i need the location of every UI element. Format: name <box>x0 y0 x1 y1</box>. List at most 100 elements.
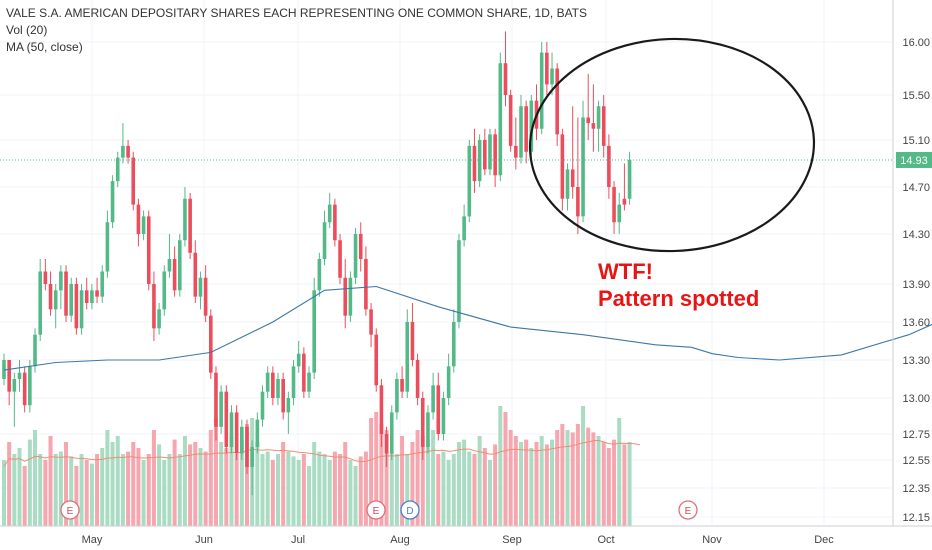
volume-bar <box>379 424 384 526</box>
volume-bar <box>203 451 208 526</box>
candle <box>441 391 446 441</box>
volume-bar <box>53 454 58 526</box>
event-marker: E <box>678 500 698 520</box>
candle <box>193 240 198 303</box>
price-tick-label: 12.55 <box>902 455 930 467</box>
candle <box>364 246 368 316</box>
candle <box>172 246 177 297</box>
event-marker: E <box>60 500 80 520</box>
volume-bar <box>79 454 84 526</box>
candle <box>17 360 22 392</box>
volume-bar <box>198 448 203 526</box>
volume-bar <box>234 454 239 526</box>
volume-bar <box>555 430 560 526</box>
price-tick-label: 13.90 <box>902 279 930 291</box>
volume-bar <box>182 436 187 526</box>
volume-bar <box>622 444 627 526</box>
candle <box>307 366 311 398</box>
candle <box>436 372 441 441</box>
volume-bar <box>425 439 430 526</box>
candle <box>43 259 48 291</box>
candle <box>627 151 632 205</box>
volume-bar <box>115 436 120 526</box>
volume-bar <box>281 442 286 526</box>
volume-bar <box>172 439 177 526</box>
candle <box>358 222 363 272</box>
candle <box>493 128 497 187</box>
event-marker-label: E <box>685 506 692 517</box>
candle <box>576 117 580 234</box>
candle <box>110 175 115 229</box>
candle <box>529 95 534 158</box>
candle <box>276 372 280 406</box>
candle <box>405 309 410 398</box>
volume-bar <box>482 448 487 526</box>
volume-bar <box>286 451 291 526</box>
volume-bar <box>451 454 456 526</box>
volume-bar <box>2 460 6 526</box>
candle <box>214 366 218 441</box>
event-marker: D <box>400 500 420 520</box>
annotation-text: WTF! Pattern spotted <box>598 258 759 312</box>
event-marker-label: E <box>67 506 74 517</box>
volume-bar <box>229 436 234 526</box>
candle <box>348 271 353 322</box>
volume-bar <box>244 424 249 526</box>
candle <box>188 192 192 259</box>
candle <box>2 353 6 386</box>
candlesticks <box>2 31 632 496</box>
candle <box>601 95 606 158</box>
last-price-badge: 14.93 <box>896 151 932 168</box>
candle <box>617 192 622 234</box>
candle <box>105 210 110 278</box>
candle <box>121 123 125 164</box>
volume-bar <box>110 442 115 526</box>
candle <box>240 419 244 460</box>
candle <box>446 353 451 406</box>
volume-bar <box>317 451 322 526</box>
price-axis[interactable]: 16.00 15.50 15.10 14.70 14.30 13.90 13.60 13.30… <box>902 37 930 524</box>
ma-indicator-label[interactable]: MA (50, close) <box>6 40 83 54</box>
volume-bar <box>446 460 451 526</box>
volume-bar <box>560 424 565 526</box>
candle <box>581 100 585 223</box>
volume-bar <box>436 454 441 526</box>
candle <box>90 284 94 310</box>
symbol-title[interactable]: VALE S.A. AMERICAN DEPOSITARY SHARES EAC… <box>6 6 588 20</box>
volume-bar <box>69 456 74 526</box>
price-tick-label: 12.35 <box>902 483 930 495</box>
volume-bar <box>33 430 38 526</box>
candle <box>53 284 58 329</box>
volume-bar <box>462 439 467 526</box>
candle <box>622 163 627 211</box>
time-tick-label: Nov <box>702 534 722 546</box>
volume-bar <box>431 430 436 526</box>
volume-bar <box>95 454 100 526</box>
candle <box>550 52 554 95</box>
time-tick-label: May <box>82 534 103 546</box>
volume-bar <box>239 439 244 526</box>
volume-bar <box>141 460 146 526</box>
time-tick-label: Aug <box>390 534 410 546</box>
candle <box>477 134 482 187</box>
candle <box>69 277 74 322</box>
volume-bar <box>565 430 570 526</box>
volume-bar <box>17 448 22 526</box>
volume-bar <box>146 454 151 526</box>
volume-bar <box>384 430 389 526</box>
volume-bar <box>539 436 544 526</box>
volume-bar <box>296 460 301 526</box>
candle <box>95 277 99 303</box>
candle <box>131 151 136 211</box>
volume-bar <box>503 412 508 526</box>
volume-bar <box>400 436 405 526</box>
candle <box>508 89 513 152</box>
candle <box>565 163 570 211</box>
volume-bar <box>410 442 415 526</box>
candle <box>317 252 322 297</box>
time-axis[interactable]: May Jun Jul Aug Sep Oct Nov Dec <box>82 534 835 546</box>
volume-indicator-label[interactable]: Vol (20) <box>6 23 48 37</box>
volume-bar <box>519 442 523 526</box>
volume-bar <box>105 430 110 526</box>
